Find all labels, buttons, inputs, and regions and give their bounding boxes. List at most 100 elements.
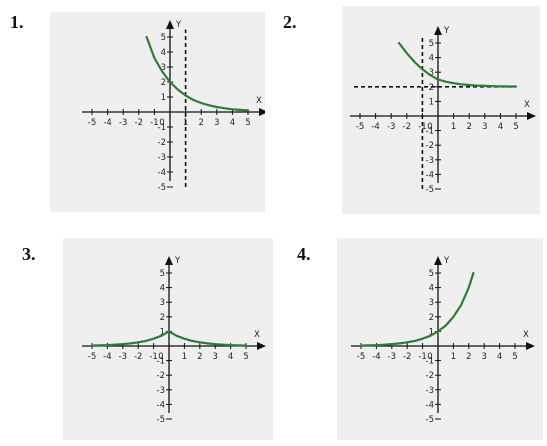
y-tick-label: -1: [426, 357, 434, 367]
x-tick-label: -2: [403, 122, 411, 132]
x-tick-label: -4: [103, 118, 111, 128]
x-axis-arrow: [527, 112, 536, 120]
x-axis-label: X: [256, 96, 262, 106]
y-tick-label: 3: [160, 298, 165, 308]
y-tick-label: -3: [158, 153, 166, 163]
x-tick-label: 0: [159, 118, 164, 128]
x-tick-label: 1: [451, 352, 456, 362]
x-axis-arrow: [526, 342, 535, 350]
series-curve: [397, 41, 518, 88]
x-tick-label: 3: [482, 122, 487, 132]
x-tick-label: -4: [371, 122, 379, 132]
x-tick-label: -4: [372, 352, 380, 362]
x-tick-label: -5: [356, 122, 364, 132]
x-tick-label: 4: [497, 352, 502, 362]
y-tick-label: 4: [429, 54, 434, 64]
y-tick-label: 2: [161, 78, 166, 88]
x-tick-label: 5: [512, 352, 517, 362]
y-tick-label: -2: [426, 141, 434, 151]
y-tick-label: 4: [160, 284, 165, 294]
series-curve: [90, 330, 248, 347]
y-axis-arrow: [165, 256, 173, 265]
y-tick-label: -5: [158, 183, 166, 193]
chart-panel-4: X Y -5 -4 -3 -2 -1 0 1 2 3 4 5 -5 -4 -3 -2 -1 1 2 3 4 5: [337, 238, 543, 440]
y-tick-label: -5: [426, 415, 434, 425]
x-tick-label: 0: [158, 352, 163, 362]
y-tick-label: -4: [426, 170, 434, 180]
y-tick-label: -4: [158, 168, 166, 178]
x-tick-label: 0: [427, 352, 432, 362]
y-axis-arrow: [434, 26, 442, 35]
x-tick-label: 5: [245, 118, 250, 128]
x-tick-label: 3: [481, 352, 486, 362]
x-tick-label: -5: [88, 352, 96, 362]
y-tick-label: -3: [157, 386, 165, 396]
y-tick-label: -3: [426, 156, 434, 166]
y-tick-label: 1: [160, 327, 165, 337]
y-tick-label: 4: [429, 284, 434, 294]
x-tick-label: 2: [198, 118, 203, 128]
x-tick-label: -4: [103, 352, 111, 362]
y-tick-label: -5: [157, 415, 165, 425]
panel-2-number: 2.: [283, 12, 297, 32]
y-tick-label: -1: [426, 127, 434, 137]
x-tick-label: -1: [418, 352, 426, 362]
series-curve: [145, 35, 250, 112]
y-tick-label: 3: [429, 68, 434, 78]
y-tick-label: 1: [161, 93, 166, 103]
x-tick-label: -3: [119, 352, 127, 362]
y-axis-label: Y: [443, 26, 450, 36]
x-axis-arrow: [259, 108, 265, 116]
chart-panel-3: X Y -5 -4 -3 -2 -1 0 1 2 3 4 5 -5 -4 -3 -2 -1 1 2 3 4 5: [63, 238, 273, 440]
x-tick-label: 3: [212, 352, 217, 362]
x-tick-label: -1: [418, 122, 426, 132]
y-tick-label: 5: [429, 39, 434, 49]
x-tick-label: -1: [150, 118, 158, 128]
x-axis-arrow: [257, 342, 266, 350]
y-tick-label: -2: [157, 371, 165, 381]
y-tick-label: -3: [426, 386, 434, 396]
y-tick-label: 5: [429, 269, 434, 279]
x-tick-label: -2: [135, 118, 143, 128]
x-tick-label: 2: [197, 352, 202, 362]
y-axis-label: Y: [443, 256, 450, 266]
x-tick-label: -5: [88, 118, 96, 128]
panel-1-number: 1.: [10, 12, 24, 32]
y-tick-label: 2: [429, 83, 434, 93]
x-tick-label: 4: [498, 122, 503, 132]
x-tick-label: 1: [451, 122, 456, 132]
x-tick-label: 5: [513, 122, 518, 132]
y-axis-label: Y: [174, 256, 181, 266]
y-tick-label: -4: [426, 400, 434, 410]
panel-3-number: 3.: [22, 244, 36, 264]
y-tick-label: -2: [426, 371, 434, 381]
y-axis-arrow: [434, 256, 442, 265]
x-tick-label: -1: [149, 352, 157, 362]
x-tick-label: -3: [387, 122, 395, 132]
x-tick-label: 2: [466, 352, 471, 362]
y-tick-label: 2: [160, 313, 165, 323]
x-axis-label: X: [523, 330, 529, 340]
x-tick-label: 4: [228, 352, 233, 362]
y-axis-label: Y: [175, 20, 182, 30]
panel-4-number: 4.: [297, 244, 311, 264]
x-axis-label: X: [254, 330, 260, 340]
x-tick-label: 1: [182, 352, 187, 362]
y-tick-label: 1: [429, 327, 434, 337]
x-tick-label: -3: [119, 118, 127, 128]
x-tick-label: -2: [403, 352, 411, 362]
y-tick-label: -1: [158, 123, 166, 133]
x-tick-label: 5: [243, 352, 248, 362]
y-tick-label: 3: [161, 63, 166, 73]
y-tick-label: -2: [158, 138, 166, 148]
y-axis-arrow: [166, 20, 174, 29]
x-tick-label: 2: [466, 122, 471, 132]
chart-panel-2: X Y -5 -4 -3 -2 -1 0 1 2 3 4 5 -5 -4 -3 -2 -1 1 2 3 4 5: [342, 6, 540, 214]
x-tick-label: 3: [214, 118, 219, 128]
series-curve: [359, 271, 475, 347]
y-tick-label: 4: [161, 48, 166, 58]
y-tick-label: -4: [157, 400, 165, 410]
